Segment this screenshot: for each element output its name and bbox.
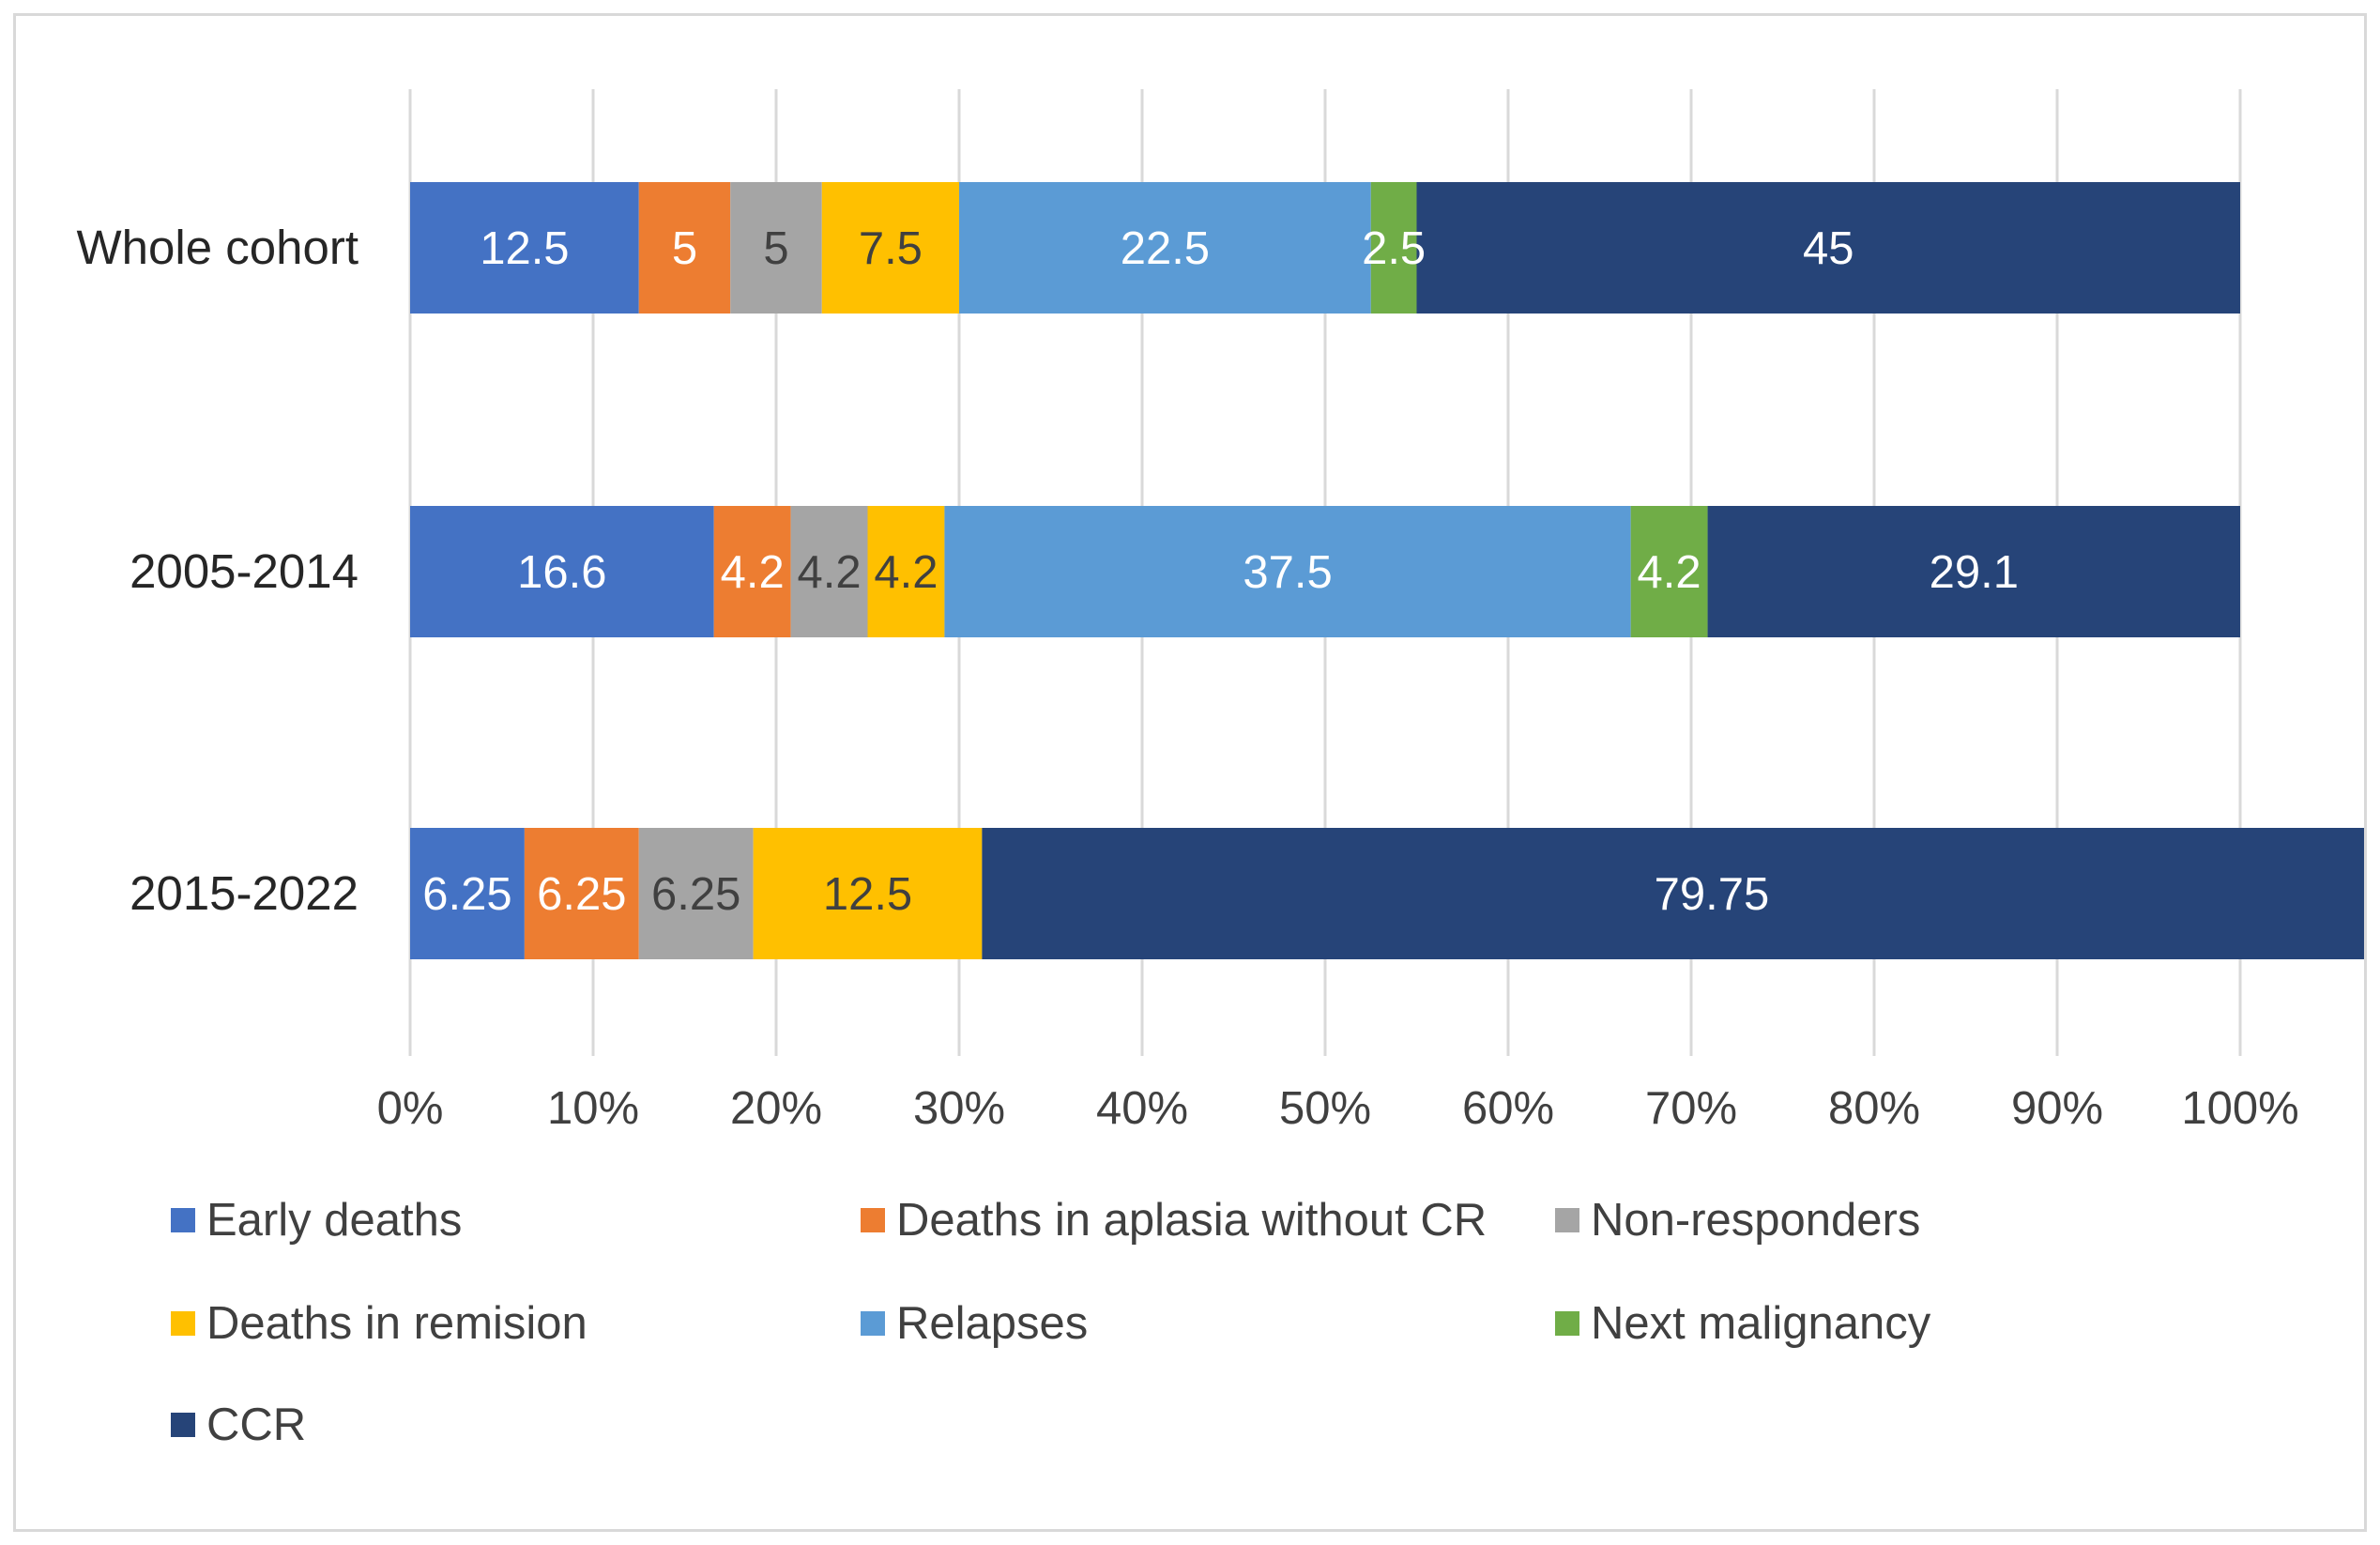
data-label: 5: [763, 223, 788, 274]
legend-item: Relapses: [861, 1295, 1088, 1352]
bar-segment: [1416, 182, 2240, 314]
data-label: 7.5: [859, 223, 923, 274]
legend-label: Next malignancy: [1591, 1298, 1931, 1349]
x-tick-label: 40%: [1096, 1083, 1188, 1134]
x-tick-label: 30%: [913, 1083, 1005, 1134]
bar-segment: [713, 506, 791, 637]
chart-frame: 12.5 5 5 7.5 22.5 2.5 45 16.6 4.2 4.2 4.2 37.5 4.2 29…: [13, 13, 2367, 1532]
data-label: 6.25: [537, 869, 626, 920]
x-tick-label: 20%: [730, 1083, 822, 1134]
legend-swatch: [1555, 1208, 1579, 1232]
legend-label: Non-responders: [1591, 1195, 1921, 1246]
bar-segment: [790, 506, 868, 637]
data-label: 4.2: [1638, 547, 1701, 598]
bar-segment: [1707, 506, 2240, 637]
bar-segment: [944, 506, 1631, 637]
bar-segment: [638, 182, 731, 314]
bar-segment: [410, 182, 639, 314]
legend-item: Deaths in remision: [171, 1295, 587, 1352]
data-label: 5: [672, 223, 697, 274]
bar-segment: [730, 182, 822, 314]
data-label: 16.6: [517, 547, 606, 598]
x-tick-label: 100%: [2181, 1083, 2298, 1134]
bar-segment: [1370, 182, 1417, 314]
legend-item: Deaths in aplasia without CR: [861, 1192, 1487, 1248]
legend-item: CCR: [171, 1397, 306, 1453]
bar-segment: [959, 182, 1371, 314]
data-label: 6.25: [422, 869, 511, 920]
bar-segment: [410, 828, 525, 959]
data-label: 4.2: [874, 547, 938, 598]
legend-item: Next malignancy: [1555, 1295, 1930, 1352]
x-tick-label: 70%: [1645, 1083, 1737, 1134]
legend-swatch: [171, 1208, 195, 1232]
x-tick-label: 0%: [377, 1083, 444, 1134]
bar-segment: [638, 828, 754, 959]
data-label: 22.5: [1121, 223, 1210, 274]
legend-swatch: [171, 1311, 195, 1336]
legend-label: Early deaths: [206, 1195, 463, 1246]
legend-swatch: [1555, 1311, 1579, 1336]
x-axis-tick-labels: 0% 10% 20% 30% 40% 50% 60% 70% 80% 90% 100%: [377, 1083, 2299, 1134]
legend-item: Non-responders: [1555, 1192, 1920, 1248]
bar-segment: [753, 828, 983, 959]
data-label: 37.5: [1243, 547, 1332, 598]
bar-segment: [524, 828, 639, 959]
category-label: 2015-2022: [130, 866, 359, 920]
data-label: 2.5: [1362, 223, 1426, 274]
category-label: 2005-2014: [130, 544, 359, 598]
bars: [410, 182, 2364, 959]
category-label: Whole cohort: [77, 221, 359, 274]
legend-swatch: [861, 1208, 885, 1232]
legend-swatch: [171, 1413, 195, 1437]
data-label: 6.25: [651, 869, 740, 920]
x-tick-label: 80%: [1828, 1083, 1920, 1134]
data-label: 12.5: [823, 869, 912, 920]
legend-swatch: [861, 1311, 885, 1336]
bar-segment: [982, 828, 2364, 959]
legend-item: Early deaths: [171, 1192, 462, 1248]
legend-label: Deaths in remision: [206, 1298, 587, 1349]
bar-segment: [1630, 506, 1708, 637]
data-label: 79.75: [1655, 869, 1770, 920]
legend-label: Deaths in aplasia without CR: [896, 1195, 1488, 1246]
data-label: 4.2: [797, 547, 861, 598]
legend-label: Relapses: [896, 1298, 1089, 1349]
data-label: 12.5: [480, 223, 569, 274]
x-tick-label: 60%: [1462, 1083, 1554, 1134]
x-tick-label: 90%: [2011, 1083, 2103, 1134]
data-label: 45: [1803, 223, 1854, 274]
x-tick-label: 10%: [547, 1083, 639, 1134]
legend-label: CCR: [206, 1400, 307, 1450]
bar-segment: [821, 182, 959, 314]
category-axis-labels: Whole cohort 2005-2014 2015-2022: [77, 221, 359, 920]
data-label: 29.1: [1930, 547, 2019, 598]
data-label: 4.2: [721, 547, 785, 598]
x-tick-label: 50%: [1279, 1083, 1371, 1134]
bar-segment: [867, 506, 945, 637]
bar-segment: [410, 506, 714, 637]
